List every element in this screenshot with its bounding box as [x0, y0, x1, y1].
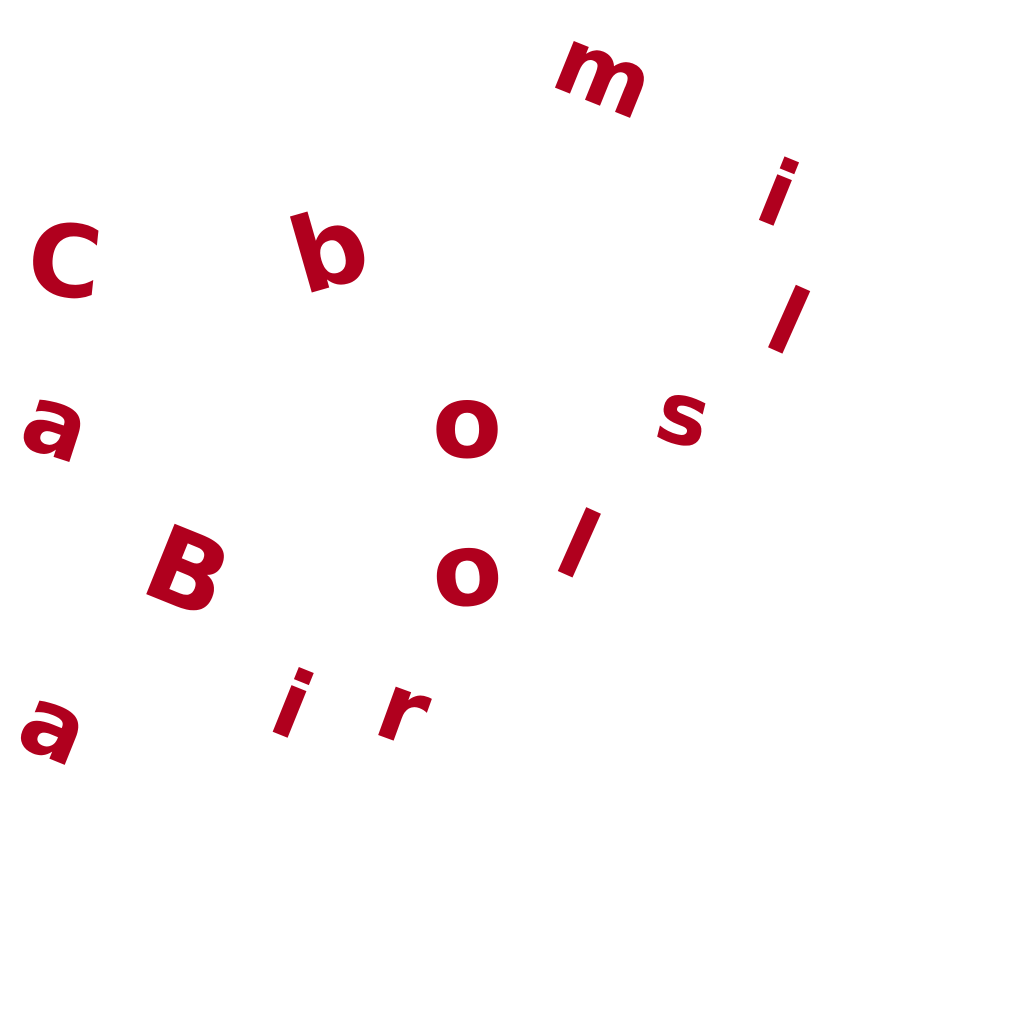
letter-a: a — [4, 664, 104, 789]
letter-i: i — [743, 140, 812, 249]
letter-o: o — [427, 508, 507, 633]
letter-r: r — [362, 651, 444, 770]
letter-a: a — [8, 362, 103, 487]
letter-i: i — [257, 650, 327, 762]
letter-l: l — [541, 490, 615, 601]
letter-o: o — [432, 363, 503, 482]
letter-s: s — [646, 360, 721, 470]
letter-l: l — [752, 268, 824, 377]
letter-b: b — [276, 181, 382, 319]
letter-C: C — [22, 199, 108, 324]
letter-B: B — [128, 500, 248, 644]
letter-m: m — [539, 5, 669, 142]
